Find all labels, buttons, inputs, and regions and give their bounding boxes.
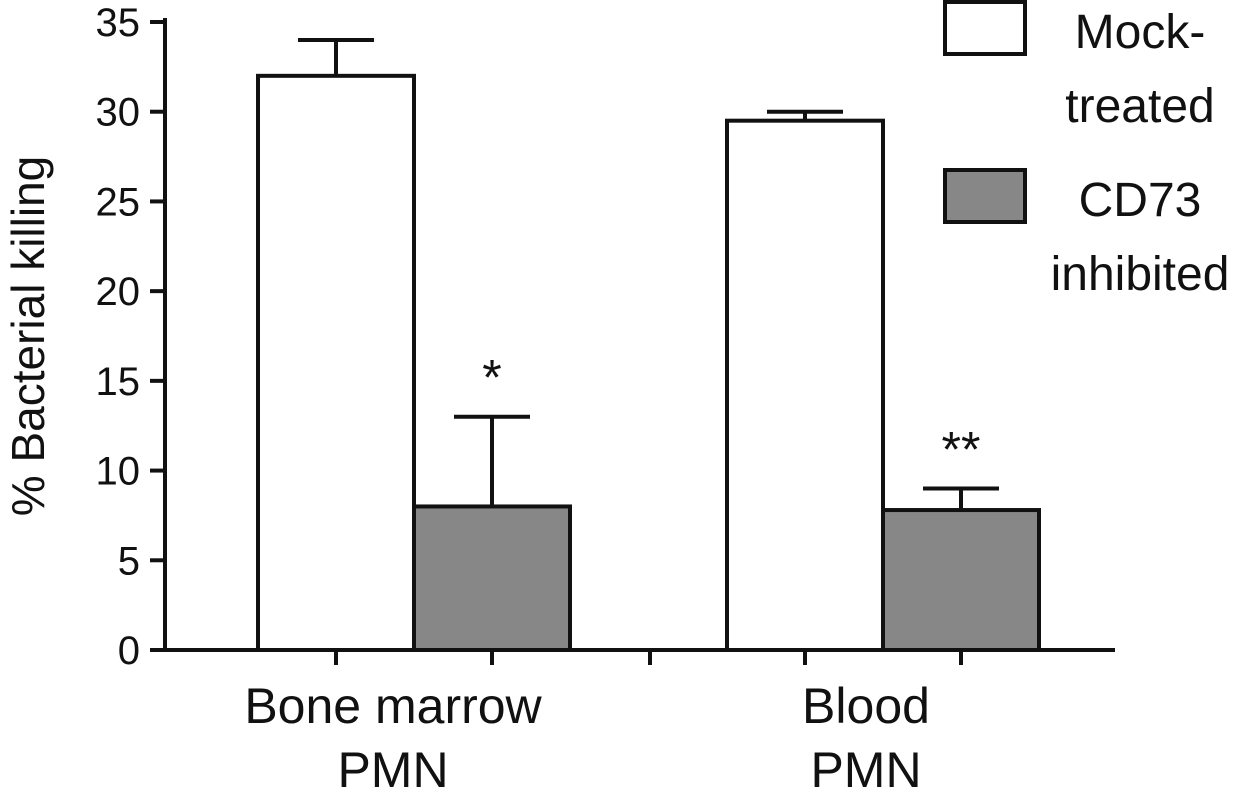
significance-annotations: *** xyxy=(482,350,980,478)
x-category-label: PMN xyxy=(337,742,448,798)
legend: Mock-treated CD73 inhibited xyxy=(943,0,1230,301)
x-category-label: PMN xyxy=(810,742,921,798)
y-tick-label: 0 xyxy=(118,629,140,673)
x-ticks: Bone marrow PMN Blood PMN xyxy=(244,650,963,798)
y-tick-label: 10 xyxy=(96,450,141,494)
x-category-label: Blood xyxy=(802,678,930,734)
bars-layer xyxy=(256,73,1041,653)
y-tick-label: 20 xyxy=(96,270,141,314)
error-bars-layer xyxy=(298,37,999,511)
legend-swatch xyxy=(943,168,1027,224)
bar xyxy=(412,504,572,653)
y-tick-label: 5 xyxy=(118,539,140,583)
x-category-label: Bone marrow xyxy=(244,678,542,734)
legend-label: inhibited xyxy=(1051,248,1230,301)
axes xyxy=(163,18,1115,652)
y-tick-label: 25 xyxy=(96,180,141,224)
legend-label: treated xyxy=(1065,80,1214,133)
y-tick-label: 30 xyxy=(96,91,141,135)
significance-marker: * xyxy=(482,350,501,406)
y-axis-title: % Bacterial killing xyxy=(2,156,54,516)
bar xyxy=(256,73,416,653)
bar xyxy=(881,508,1041,652)
legend-swatch xyxy=(943,0,1027,56)
legend-label: Mock- xyxy=(1075,6,1206,59)
y-tick-label: 35 xyxy=(96,1,141,45)
y-tick-label: 15 xyxy=(96,360,141,404)
bar xyxy=(725,118,885,652)
significance-marker: ** xyxy=(942,422,981,478)
legend-label: CD73 xyxy=(1079,174,1202,227)
y-ticks: 0 5 10 15 20 25 30 35 xyxy=(96,1,165,673)
